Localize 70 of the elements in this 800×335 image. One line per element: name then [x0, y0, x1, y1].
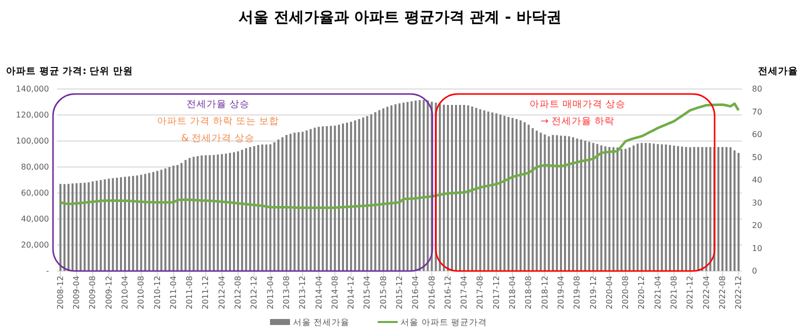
legend-label: 서울 아파트 평균가격 — [400, 318, 488, 328]
x-tick-label: 2020-08 — [621, 276, 630, 310]
y2-tick-label: 50 — [752, 152, 762, 162]
x-tick-label: 2016-08 — [427, 276, 436, 310]
x-tick-label: 2009-04 — [72, 276, 82, 310]
x-tick-label: 2019-12 — [588, 276, 598, 310]
y2-axis-title: 전세가율 — [758, 66, 798, 77]
y2-tick-label: 10 — [752, 244, 762, 253]
annotation: 아파트 매매가격 상승 — [530, 99, 626, 110]
x-tick-label: 2020-04 — [604, 276, 614, 310]
y2-tick-label: 30 — [752, 198, 762, 208]
x-tick-label: 2011-04 — [168, 276, 178, 310]
y2-tick-label: 60 — [752, 130, 762, 140]
x-tick-label: 2012-08 — [234, 276, 243, 310]
x-tick-label: 2022-04 — [702, 276, 711, 310]
x-tick-label: 2016-12 — [443, 276, 452, 310]
x-tick-label: 2017-12 — [492, 276, 501, 310]
x-tick-label: 2018-04 — [508, 276, 518, 310]
x-tick-label: 2012-04 — [217, 276, 226, 310]
y2-tick-label: 40 — [752, 176, 762, 185]
annotation: → 전세가율 하락 — [540, 116, 615, 127]
x-tick-label: 2010-12 — [152, 276, 162, 310]
x-tick-label: 2013-12 — [298, 276, 308, 310]
x-tick-label: 2009-12 — [104, 276, 114, 310]
x-tick-label: 2018-08 — [524, 276, 534, 310]
legend-label: 서울 전세가율 — [293, 318, 350, 328]
x-tick-label: 2013-08 — [282, 276, 291, 310]
x-tick-label: 2017-04 — [460, 276, 469, 310]
x-tick-label: 2009-08 — [88, 276, 98, 310]
x-tick-label: 2015-12 — [395, 276, 404, 310]
y2-tick-label: 0 — [752, 266, 758, 276]
x-tick-label: 2015-08 — [378, 276, 388, 310]
x-tick-label: 2014-12 — [346, 276, 356, 310]
annotation: 전세가율 상승 — [186, 99, 250, 110]
y-tick-label: 100,000 — [16, 136, 49, 146]
x-tick-label: 2014-04 — [314, 276, 324, 310]
x-tick-label: 2021-04 — [653, 276, 662, 310]
x-tick-label: 2015-04 — [362, 276, 372, 310]
annotation: & 전세가격 상승 — [181, 133, 255, 144]
x-tick-label: 2008-12 — [56, 276, 65, 310]
chart-title: 서울 전세가율과 아파트 평균가격 관계 - 바닥권 — [238, 8, 562, 26]
x-tick-label: 2013-04 — [266, 276, 275, 310]
y2-tick-label: 70 — [752, 107, 762, 116]
x-tick-label: 2021-08 — [669, 276, 678, 310]
y2-tick-label: 80 — [752, 84, 762, 94]
y-tick-label: 80,000 — [21, 162, 49, 172]
y-tick-label: 20,000 — [21, 240, 49, 250]
x-tick-label: 2014-08 — [330, 276, 340, 310]
x-tick-label: 2011-12 — [201, 276, 210, 310]
x-tick-label: 2010-04 — [120, 276, 130, 310]
y-tick-label: 120,000 — [16, 110, 49, 120]
x-tick-label: 2022-12 — [734, 276, 744, 310]
x-tick-label: 2022-08 — [718, 276, 727, 310]
x-tick-label: 2019-08 — [572, 276, 582, 310]
annotation: 아파트 가격 하락 또는 보합 — [156, 116, 280, 127]
x-tick-label: 2018-12 — [540, 276, 550, 310]
y2-tick-label: 20 — [752, 221, 762, 230]
x-tick-label: 2020-12 — [637, 276, 646, 310]
y-axis-title: 아파트 평균 가격: 단위 만원 — [6, 66, 134, 77]
y-tick-label: - — [46, 266, 50, 276]
y-tick-label: 60,000 — [21, 188, 49, 198]
x-tick-label: 2016-04 — [411, 276, 420, 310]
x-tick-label: 2021-12 — [686, 276, 695, 310]
x-tick-label: 2010-08 — [136, 276, 146, 310]
x-tick-label: 2017-08 — [476, 276, 485, 310]
x-tick-label: 2019-04 — [556, 276, 566, 310]
x-tick-label: 2012-12 — [250, 276, 259, 310]
x-tick-label: 2011-08 — [185, 276, 194, 310]
y-tick-label: 40,000 — [21, 214, 49, 224]
y-tick-label: 140,000 — [16, 84, 49, 94]
